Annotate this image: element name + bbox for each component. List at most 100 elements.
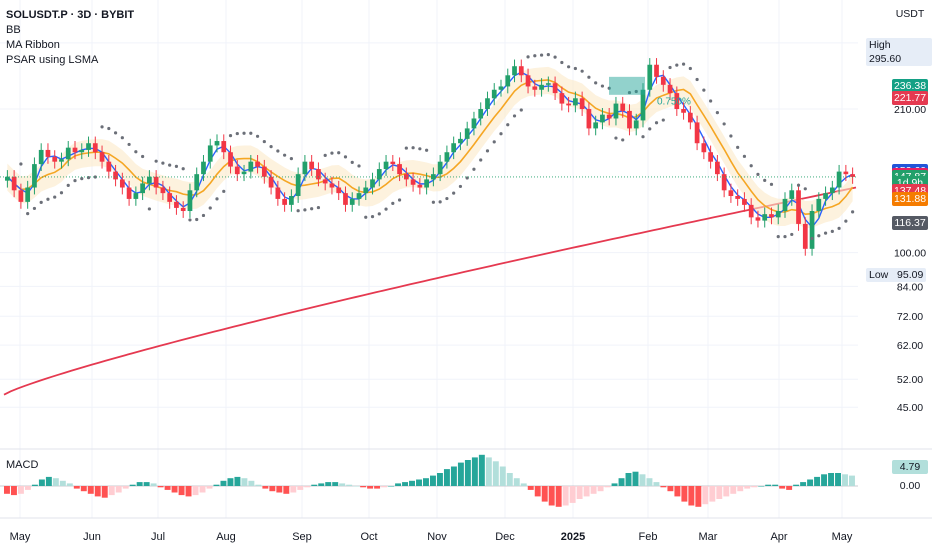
macd-bar <box>646 478 653 486</box>
psar-dot <box>276 149 280 153</box>
psar-dot <box>790 232 794 237</box>
candle-body <box>221 141 227 153</box>
macd-bar <box>241 478 248 486</box>
psar-dot <box>675 63 679 67</box>
psar-dot <box>404 146 408 150</box>
psar-dot <box>154 159 158 163</box>
macd-bar <box>409 480 415 486</box>
macd-bar <box>562 486 569 506</box>
macd-bar <box>136 482 143 486</box>
candle-body <box>261 166 267 177</box>
candle-body <box>518 66 524 76</box>
candle-body <box>45 149 51 157</box>
macd-bar <box>143 482 150 486</box>
candle-body <box>309 161 315 170</box>
legend-ma-ribbon[interactable]: MA Ribbon <box>6 39 60 51</box>
macd-bar <box>737 486 744 492</box>
currency-unit[interactable]: USDT <box>895 8 925 20</box>
legend-bb[interactable]: BB <box>6 24 21 36</box>
psar-dot <box>303 208 307 212</box>
candle-body <box>295 174 301 196</box>
psar-dot <box>391 201 395 205</box>
candle-body <box>86 143 91 150</box>
psar-dot <box>526 55 530 59</box>
candle-body <box>214 141 220 146</box>
candle-body <box>721 174 727 191</box>
x-tick-label: Mar <box>699 531 718 543</box>
psar-dot <box>425 148 429 152</box>
macd-bar <box>255 484 262 486</box>
low-marker: Low 95.09 <box>866 268 927 282</box>
psar-dot <box>330 151 334 155</box>
candle-body <box>545 83 551 85</box>
psar-dot <box>310 207 314 211</box>
macd-bar <box>450 466 457 486</box>
candle-body <box>187 190 193 212</box>
psar-dot <box>235 131 239 136</box>
bollinger-band <box>6 66 854 229</box>
psar-dot <box>120 136 124 140</box>
candle-body <box>99 152 105 162</box>
psar-dot <box>769 182 774 186</box>
last-price-line: 0.750% <box>0 76 858 178</box>
psar-dot <box>337 151 341 155</box>
macd-bar <box>534 486 541 497</box>
macd-bar <box>492 461 499 486</box>
psar-dot <box>113 131 118 135</box>
candle-body <box>241 171 247 175</box>
macd-bar <box>569 486 576 503</box>
candle-body <box>248 161 254 172</box>
candle-body <box>451 143 457 153</box>
psar-dot <box>195 217 199 222</box>
macd-bar <box>367 486 374 489</box>
candle-body <box>397 164 402 175</box>
candle-body <box>119 179 125 188</box>
x-tick-label: Nov <box>427 531 447 543</box>
candle-body <box>147 176 152 184</box>
psar-dot <box>817 234 821 238</box>
psar-dot <box>411 146 415 150</box>
psar-dot <box>479 158 483 162</box>
psar-dot <box>296 209 300 213</box>
macd-bar <box>814 476 821 486</box>
psar-dot <box>458 184 463 189</box>
ma200-line <box>3 186 857 396</box>
macd-bar <box>618 478 625 486</box>
candle-body <box>579 98 585 110</box>
candle-body <box>180 207 186 212</box>
macd-bar <box>122 486 129 489</box>
psar-dot <box>26 212 30 216</box>
psar-dot <box>161 161 165 165</box>
candle-body <box>769 214 774 218</box>
candle-body <box>755 217 761 221</box>
candle-body <box>25 187 31 202</box>
macd-bar <box>346 484 353 486</box>
psar-dot <box>594 81 598 85</box>
psar-dot <box>249 131 253 135</box>
macd-bar <box>723 486 730 497</box>
psar-dot <box>844 219 848 223</box>
candle-body <box>458 138 463 144</box>
psar-dot <box>587 75 591 79</box>
legend-psar[interactable]: PSAR using LSMA <box>6 54 99 66</box>
macd-bar <box>541 486 548 502</box>
psar-dot <box>830 229 834 233</box>
psar-dot <box>452 191 456 195</box>
candle-body <box>126 187 132 199</box>
x-tick-label: Oct <box>360 531 377 543</box>
psar-dot <box>567 65 571 69</box>
macd-bar <box>730 486 737 494</box>
macd-bar <box>688 486 695 506</box>
macd-bar <box>248 480 255 486</box>
y-tick-label: 52.00 <box>897 374 923 386</box>
macd-bar <box>639 474 646 486</box>
candle-body <box>532 86 538 90</box>
candle-body <box>701 143 707 153</box>
candle-body <box>167 193 173 202</box>
candle-body <box>654 64 659 77</box>
psar-dot <box>201 213 206 218</box>
candle-body <box>363 187 369 194</box>
macd-bar <box>325 482 332 486</box>
candle-body <box>92 143 98 153</box>
